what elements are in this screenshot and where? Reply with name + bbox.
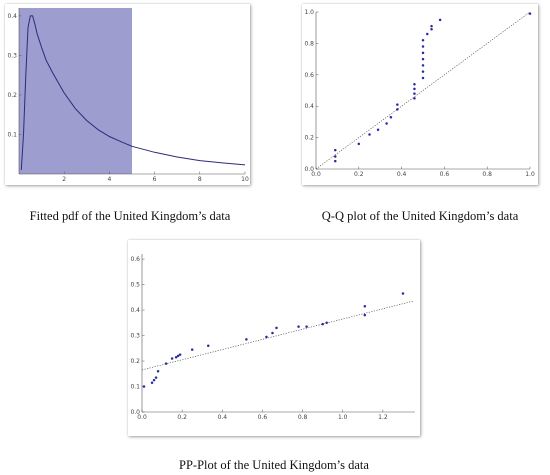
y-tick-label: 1.0 (304, 9, 314, 16)
data-point (176, 354, 180, 358)
data-point (178, 353, 182, 356)
data-point (174, 355, 178, 359)
data-point (430, 28, 433, 31)
y-tick-label: 0.2 (7, 92, 17, 99)
y-tick-label: 0.3 (7, 52, 17, 59)
data-point (528, 12, 532, 15)
data-point (421, 64, 425, 67)
data-point (363, 313, 367, 317)
shaded-region (19, 8, 132, 174)
pp-chart: 0.0 0.2 0.4 0.6 0.8 1.0 1.2 0.0 0.1 0.2 0.3 0.4 0.5 0… (130, 254, 415, 421)
x-tick-label: 0.8 (482, 171, 492, 178)
data-point (265, 335, 268, 339)
data-point (421, 39, 425, 42)
x-tick-label: 1.0 (338, 414, 348, 421)
x-tick-label: 0.0 (137, 414, 147, 421)
data-point (142, 385, 146, 388)
y-tick-label: 0.8 (304, 40, 314, 47)
reference-line (315, 11, 531, 170)
data-point (396, 103, 399, 106)
data-point (421, 76, 425, 80)
data-point (150, 381, 154, 384)
y-tick-label: 0.6 (130, 256, 140, 263)
y-tick-label: 0.1 (7, 131, 17, 138)
x-tick-label: 6 (153, 176, 157, 183)
x-tick-label: 0.0 (311, 171, 321, 178)
data-point (421, 45, 425, 48)
data-point (396, 108, 399, 111)
x-tick-label: 1.0 (525, 171, 535, 178)
data-point (305, 325, 308, 328)
data-point (334, 148, 337, 152)
x-tick-label: 0.6 (258, 414, 268, 421)
y-tick-label: 0.0 (130, 409, 140, 416)
x-tick-label: 4 (107, 176, 111, 183)
y-tick-label: 0.1 (130, 384, 140, 391)
data-point (421, 57, 425, 61)
pdf-curve (20, 15, 246, 171)
x-tick-label: 0.4 (397, 171, 407, 178)
data-point (156, 369, 160, 373)
data-point (154, 376, 158, 379)
data-point (297, 325, 300, 328)
data-point (368, 133, 371, 136)
x-tick-label: 0.2 (177, 414, 187, 421)
data-point (421, 51, 425, 55)
data-point (438, 18, 442, 22)
data-point (363, 304, 367, 308)
qq-caption: Q-Q plot of the United Kingdom’s data (321, 209, 519, 223)
x-tick-label: 1.2 (378, 414, 388, 421)
data-point (325, 321, 328, 325)
data-point (430, 24, 433, 28)
data-point (334, 155, 337, 158)
y-tick-label: 0.2 (304, 135, 314, 142)
data-point (376, 128, 380, 131)
y-tick-label: 0.5 (130, 282, 140, 289)
x-tick-label: 0.2 (354, 171, 364, 178)
y-tick-label: 0.4 (130, 307, 140, 314)
qq-chart-frame: 0.0 0.2 0.4 0.6 0.8 1.0 0.0 0.2 0.4 0.6 0.8 1.0 (302, 4, 538, 185)
y-tick-label: 0.4 (7, 13, 17, 20)
qq-chart: 0.0 0.2 0.4 0.6 0.8 1.0 0.0 0.2 0.4 0.6 0.8 1.0 (304, 9, 535, 178)
data-point (245, 338, 248, 341)
y-tick-label: 0.3 (130, 333, 140, 340)
data-point (321, 322, 324, 326)
x-tick-label: 10 (241, 176, 249, 183)
data-point (275, 326, 278, 330)
data-point (334, 159, 337, 163)
data-point (401, 292, 405, 295)
data-point (357, 142, 361, 146)
data-point (413, 97, 416, 100)
pp-chart-frame: 0.0 0.2 0.4 0.6 0.8 1.0 1.2 0.0 0.1 0.2 0.3 0.4 0.5 0… (128, 240, 420, 436)
y-tick-label: 0.2 (130, 358, 140, 365)
data-point (170, 357, 174, 360)
pdf-chart-frame: 2 4 6 8 10 0.1 0.2 0.3 0.4 (5, 4, 250, 185)
data-point (206, 344, 210, 347)
x-tick-label: 0.4 (218, 414, 228, 421)
data-point (152, 378, 156, 382)
data-point (164, 362, 168, 365)
data-point (413, 92, 416, 95)
data-point (389, 115, 393, 119)
data-point (385, 122, 388, 125)
pdf-chart: 2 4 6 8 10 0.1 0.2 0.3 0.4 (7, 8, 249, 183)
data-point (413, 82, 416, 86)
data-point (190, 348, 194, 351)
y-tick-label: 0.0 (304, 166, 314, 173)
pp-caption: PP-Plot of the United Kingdom’s data (179, 458, 369, 472)
x-tick-label: 8 (198, 176, 202, 183)
data-point (271, 331, 274, 335)
data-point (426, 32, 429, 36)
x-tick-label: 0.6 (440, 171, 450, 178)
x-tick-label: 2 (62, 176, 66, 183)
data-point (421, 70, 425, 73)
x-tick-label: 0.8 (298, 414, 308, 421)
reference-line (141, 300, 414, 371)
y-tick-label: 0.4 (304, 103, 314, 110)
data-point (413, 87, 416, 91)
y-tick-label: 0.6 (304, 72, 314, 79)
pdf-caption: Fitted pdf of the United Kingdom’s data (29, 209, 231, 223)
